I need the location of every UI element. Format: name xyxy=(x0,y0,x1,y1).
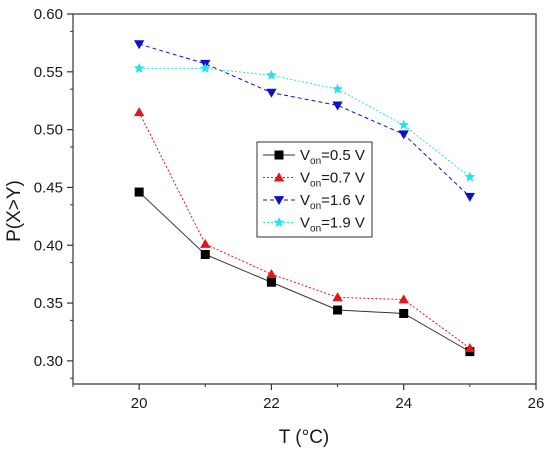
legend-marker xyxy=(274,150,284,160)
plot-frame xyxy=(72,13,537,385)
data-point xyxy=(133,62,145,73)
data-point xyxy=(332,83,343,94)
legend-marker xyxy=(273,216,285,228)
series-3 xyxy=(133,40,476,202)
legend-label: Von=0.5 V xyxy=(300,147,365,167)
series-2 xyxy=(133,107,476,352)
data-point xyxy=(398,294,409,304)
data-point xyxy=(133,40,145,50)
x-axis-title: T (°C) xyxy=(279,427,330,448)
y-tick-label: 0.35 xyxy=(34,295,63,312)
data-point xyxy=(200,238,211,248)
data-point xyxy=(332,101,343,111)
data-point xyxy=(398,119,410,130)
series-line xyxy=(139,43,471,198)
y-axis-title: P(X>Y) xyxy=(4,180,25,242)
data-point xyxy=(333,305,343,315)
data-point xyxy=(332,292,343,302)
data-point xyxy=(464,192,476,202)
data-point xyxy=(464,171,476,182)
legend-marker xyxy=(273,172,285,182)
data-point xyxy=(266,268,277,278)
data-point xyxy=(200,250,210,259)
legend-label: Von=1.9 V xyxy=(300,215,365,235)
data-point xyxy=(399,308,409,318)
data-point xyxy=(134,187,144,197)
y-tick-label: 0.40 xyxy=(34,237,63,254)
x-tick-label: 26 xyxy=(528,395,545,412)
legend-label: Von=1.6 V xyxy=(300,192,365,212)
x-tick-label: 24 xyxy=(395,395,412,412)
data-point xyxy=(464,342,476,352)
data-point xyxy=(398,130,409,140)
y-tick-label: 0.30 xyxy=(34,353,63,370)
data-point xyxy=(199,62,211,73)
data-point xyxy=(266,69,277,80)
series-4 xyxy=(133,62,476,182)
series-line xyxy=(139,67,471,178)
data-point xyxy=(266,277,276,287)
data-point xyxy=(266,88,277,98)
x-tick-label: 22 xyxy=(263,395,280,412)
y-tick-label: 0.45 xyxy=(34,179,63,196)
legend-label: Von=0.7 V xyxy=(300,170,365,190)
series-line xyxy=(138,191,471,353)
data-point xyxy=(133,107,145,117)
legend-marker xyxy=(273,196,285,206)
y-tick-label: 0.55 xyxy=(34,64,63,81)
x-tick-label: 20 xyxy=(131,395,148,412)
y-tick-label: 0.60 xyxy=(34,6,63,23)
y-tick-label: 0.50 xyxy=(34,122,63,139)
